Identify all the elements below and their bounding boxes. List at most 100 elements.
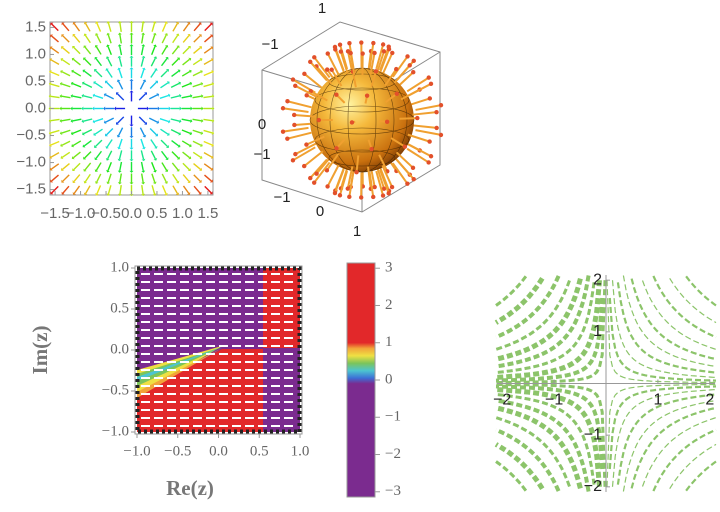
- arrow: [192, 151, 202, 158]
- x-tick-label: −0.5: [164, 443, 191, 459]
- arrow-3d: [294, 84, 318, 98]
- arrow-head: [93, 81, 97, 85]
- arrow-3d: [309, 158, 328, 179]
- arrow: [84, 46, 92, 55]
- arrow-head: [60, 69, 63, 74]
- arrow: [140, 173, 144, 183]
- y-tick-label: −0.5: [102, 382, 129, 398]
- arrow-head: [117, 146, 122, 150]
- arrow-3d-head: [411, 70, 416, 75]
- arrow-3d-head: [364, 93, 370, 98]
- stream-line: [606, 383, 716, 487]
- arrow-3d: [384, 68, 398, 87]
- x-tick-label: −1.0: [66, 205, 96, 222]
- arrow-3d-head: [334, 146, 339, 151]
- arrow-head: [48, 106, 51, 111]
- arrow: [72, 70, 82, 77]
- arrow-head: [129, 170, 134, 173]
- arrow-head: [212, 106, 215, 111]
- arrow: [182, 162, 190, 171]
- arrow: [61, 118, 71, 122]
- stream-line: [496, 280, 607, 384]
- arrow-3d-head: [372, 50, 377, 56]
- arrow: [150, 150, 156, 160]
- arrow-head: [152, 193, 157, 196]
- arrow-head: [92, 119, 96, 124]
- x-tick-label: 0.0: [121, 205, 142, 222]
- arrow-head: [50, 191, 54, 195]
- arrow: [171, 58, 179, 66]
- x-tick-label: 0.5: [250, 443, 269, 459]
- arrow-head: [155, 133, 158, 137]
- arrow: [192, 83, 202, 88]
- arrow: [118, 57, 123, 67]
- density-frame: [134, 265, 303, 435]
- arrow-3d: [346, 166, 354, 189]
- arrow-head: [82, 69, 86, 73]
- arrow: [203, 151, 213, 158]
- arrow-head: [105, 56, 110, 60]
- arrow: [50, 95, 60, 99]
- arrow-head: [50, 34, 53, 38]
- arrow-head: [200, 69, 203, 74]
- arrow-3d-head: [359, 40, 364, 45]
- arrow: [171, 162, 179, 171]
- arrow-head: [175, 180, 180, 184]
- arrow: [148, 94, 158, 100]
- arrow-head: [153, 44, 157, 48]
- arrow-head: [129, 194, 134, 197]
- arrow: [83, 129, 93, 135]
- stream-line: [616, 393, 717, 485]
- arrow-3d: [391, 162, 409, 185]
- arrow-head: [83, 180, 88, 184]
- arrow-head: [60, 155, 64, 159]
- arrow: [159, 117, 169, 123]
- arrow-3d-head: [285, 99, 290, 104]
- arrow: [161, 185, 167, 195]
- arrow-3d-head: [293, 83, 298, 89]
- stream-line: [495, 460, 528, 492]
- arrow-head: [175, 33, 180, 37]
- arrow-head: [49, 155, 53, 159]
- arrow-3d: [381, 165, 393, 188]
- arrow: [170, 118, 180, 122]
- arrow-3d: [408, 143, 432, 158]
- x-tick-label: 1.0: [291, 443, 310, 459]
- arrow: [149, 127, 158, 136]
- arrow: [73, 46, 81, 55]
- arrow: [171, 151, 179, 159]
- arrow-3d-head: [434, 125, 439, 131]
- arrow: [61, 151, 71, 158]
- stream-line: [495, 393, 596, 485]
- arrow-head: [61, 46, 64, 50]
- arrow-head: [212, 94, 215, 99]
- arrow-3d: [375, 44, 385, 70]
- arrow-head: [164, 181, 169, 184]
- arrow: [118, 69, 123, 79]
- stream-line: [685, 275, 717, 307]
- arrow-head: [103, 120, 107, 124]
- arrow-head: [187, 22, 191, 25]
- arrow-3d-head: [308, 175, 313, 181]
- arrow: [171, 139, 180, 147]
- arrow-head: [210, 155, 214, 159]
- arrow-3d-head: [316, 117, 321, 123]
- arrow-3d: [313, 161, 331, 184]
- arrow-head: [81, 119, 84, 124]
- arrow-head: [175, 192, 180, 196]
- arrow-head: [142, 134, 147, 138]
- arrow-head: [141, 44, 146, 47]
- arrow-head: [166, 145, 169, 148]
- arrow-3d-head: [348, 50, 353, 56]
- arrow-head: [211, 82, 215, 87]
- arrow-3d: [338, 170, 349, 196]
- arrow-head: [129, 124, 134, 127]
- arrow: [193, 185, 201, 194]
- arrow: [106, 139, 113, 148]
- arrow-3d: [294, 142, 318, 156]
- arrow: [83, 70, 92, 78]
- arrow: [72, 151, 81, 159]
- arrow: [118, 150, 123, 160]
- arrow: [181, 83, 191, 88]
- arrow-head: [199, 58, 203, 62]
